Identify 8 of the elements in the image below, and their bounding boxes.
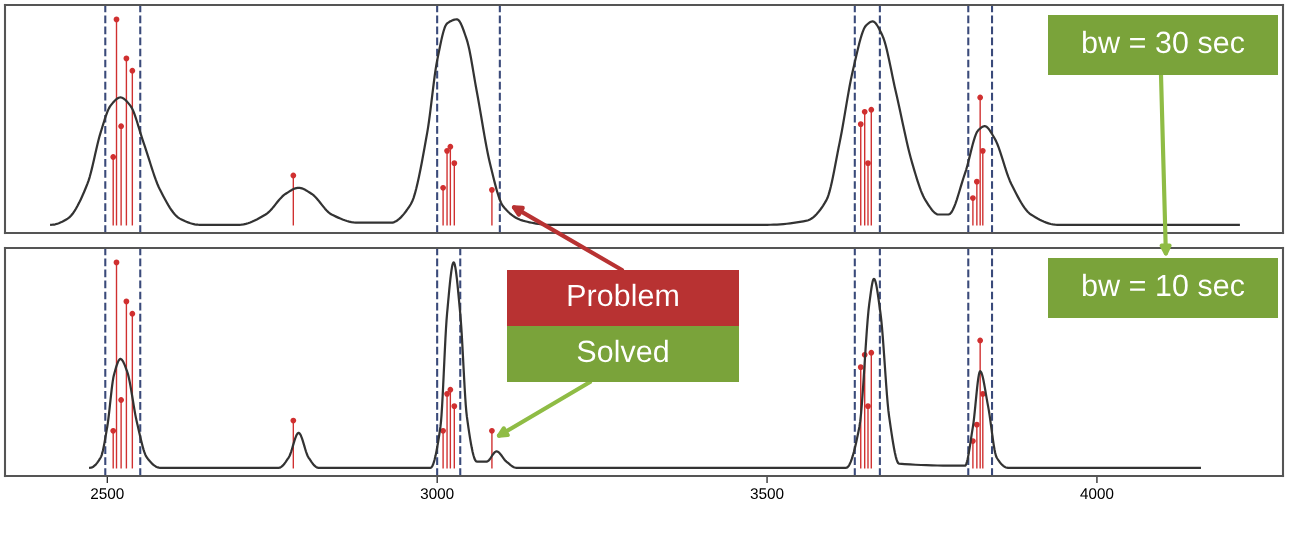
x-tick-label: 3500 bbox=[750, 488, 784, 500]
annotation: Solved bbox=[577, 339, 668, 363]
annotation: bw = 10 sec bbox=[1083, 273, 1245, 297]
annotation: bw = 30 sec bbox=[1083, 30, 1245, 54]
x-tick-label: 3000 bbox=[420, 488, 454, 500]
annotation: Problem bbox=[568, 283, 678, 307]
x-tick-label: 2500 bbox=[91, 488, 124, 500]
x-tick-label: 4000 bbox=[1080, 488, 1114, 500]
